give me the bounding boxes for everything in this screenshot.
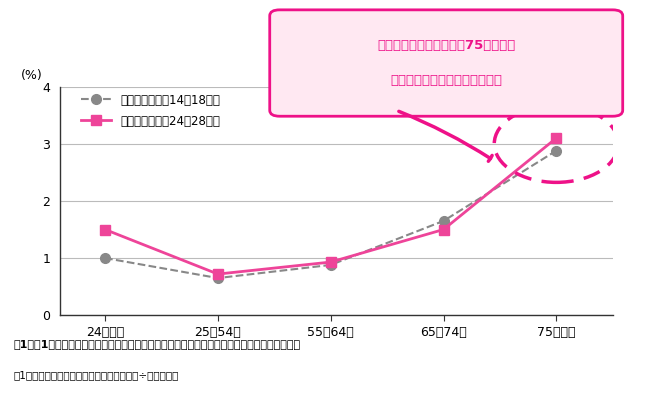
事故割合（平成14～18年） [214, 276, 222, 281]
事故割合（平成14～18年） [440, 219, 448, 223]
Text: 高齢ドライバーが起こしやすい: 高齢ドライバーが起こしやすい [390, 74, 502, 87]
FancyBboxPatch shape [270, 10, 623, 116]
Text: 図1　第1当事者が四輪車の年齢層別のペダル踏み間違い事故割合（特殊車、ミニカーを除く）: 図1 第1当事者が四輪車の年齢層別のペダル踏み間違い事故割合（特殊車、ミニカーを… [13, 339, 300, 349]
Line: 事故割合（平成24～28年）: 事故割合（平成24～28年） [100, 133, 561, 279]
事故割合（平成24～28年） [101, 227, 109, 232]
事故割合（平成24～28年） [440, 227, 448, 232]
Legend: 事故割合（平成14～18年）, 事故割合（平成24～28年）: 事故割合（平成14～18年）, 事故割合（平成24～28年） [77, 89, 225, 133]
事故割合（平成14～18年） [101, 256, 109, 260]
事故割合（平成24～28年） [214, 272, 222, 277]
事故割合（平成14～18年） [552, 148, 560, 153]
Text: (%): (%) [21, 69, 43, 82]
Text: 注1）事故割合＝ペダル踏み間違い事故件数÷全事故件数: 注1）事故割合＝ペダル踏み間違い事故件数÷全事故件数 [13, 370, 178, 380]
事故割合（平成24～28年） [327, 260, 335, 264]
Text: ペダル踏み間違い事故は75歳以上の: ペダル踏み間違い事故は75歳以上の [377, 39, 515, 52]
事故割合（平成14～18年） [327, 262, 335, 267]
事故割合（平成24～28年） [552, 136, 560, 141]
Line: 事故割合（平成14～18年）: 事故割合（平成14～18年） [100, 146, 561, 283]
